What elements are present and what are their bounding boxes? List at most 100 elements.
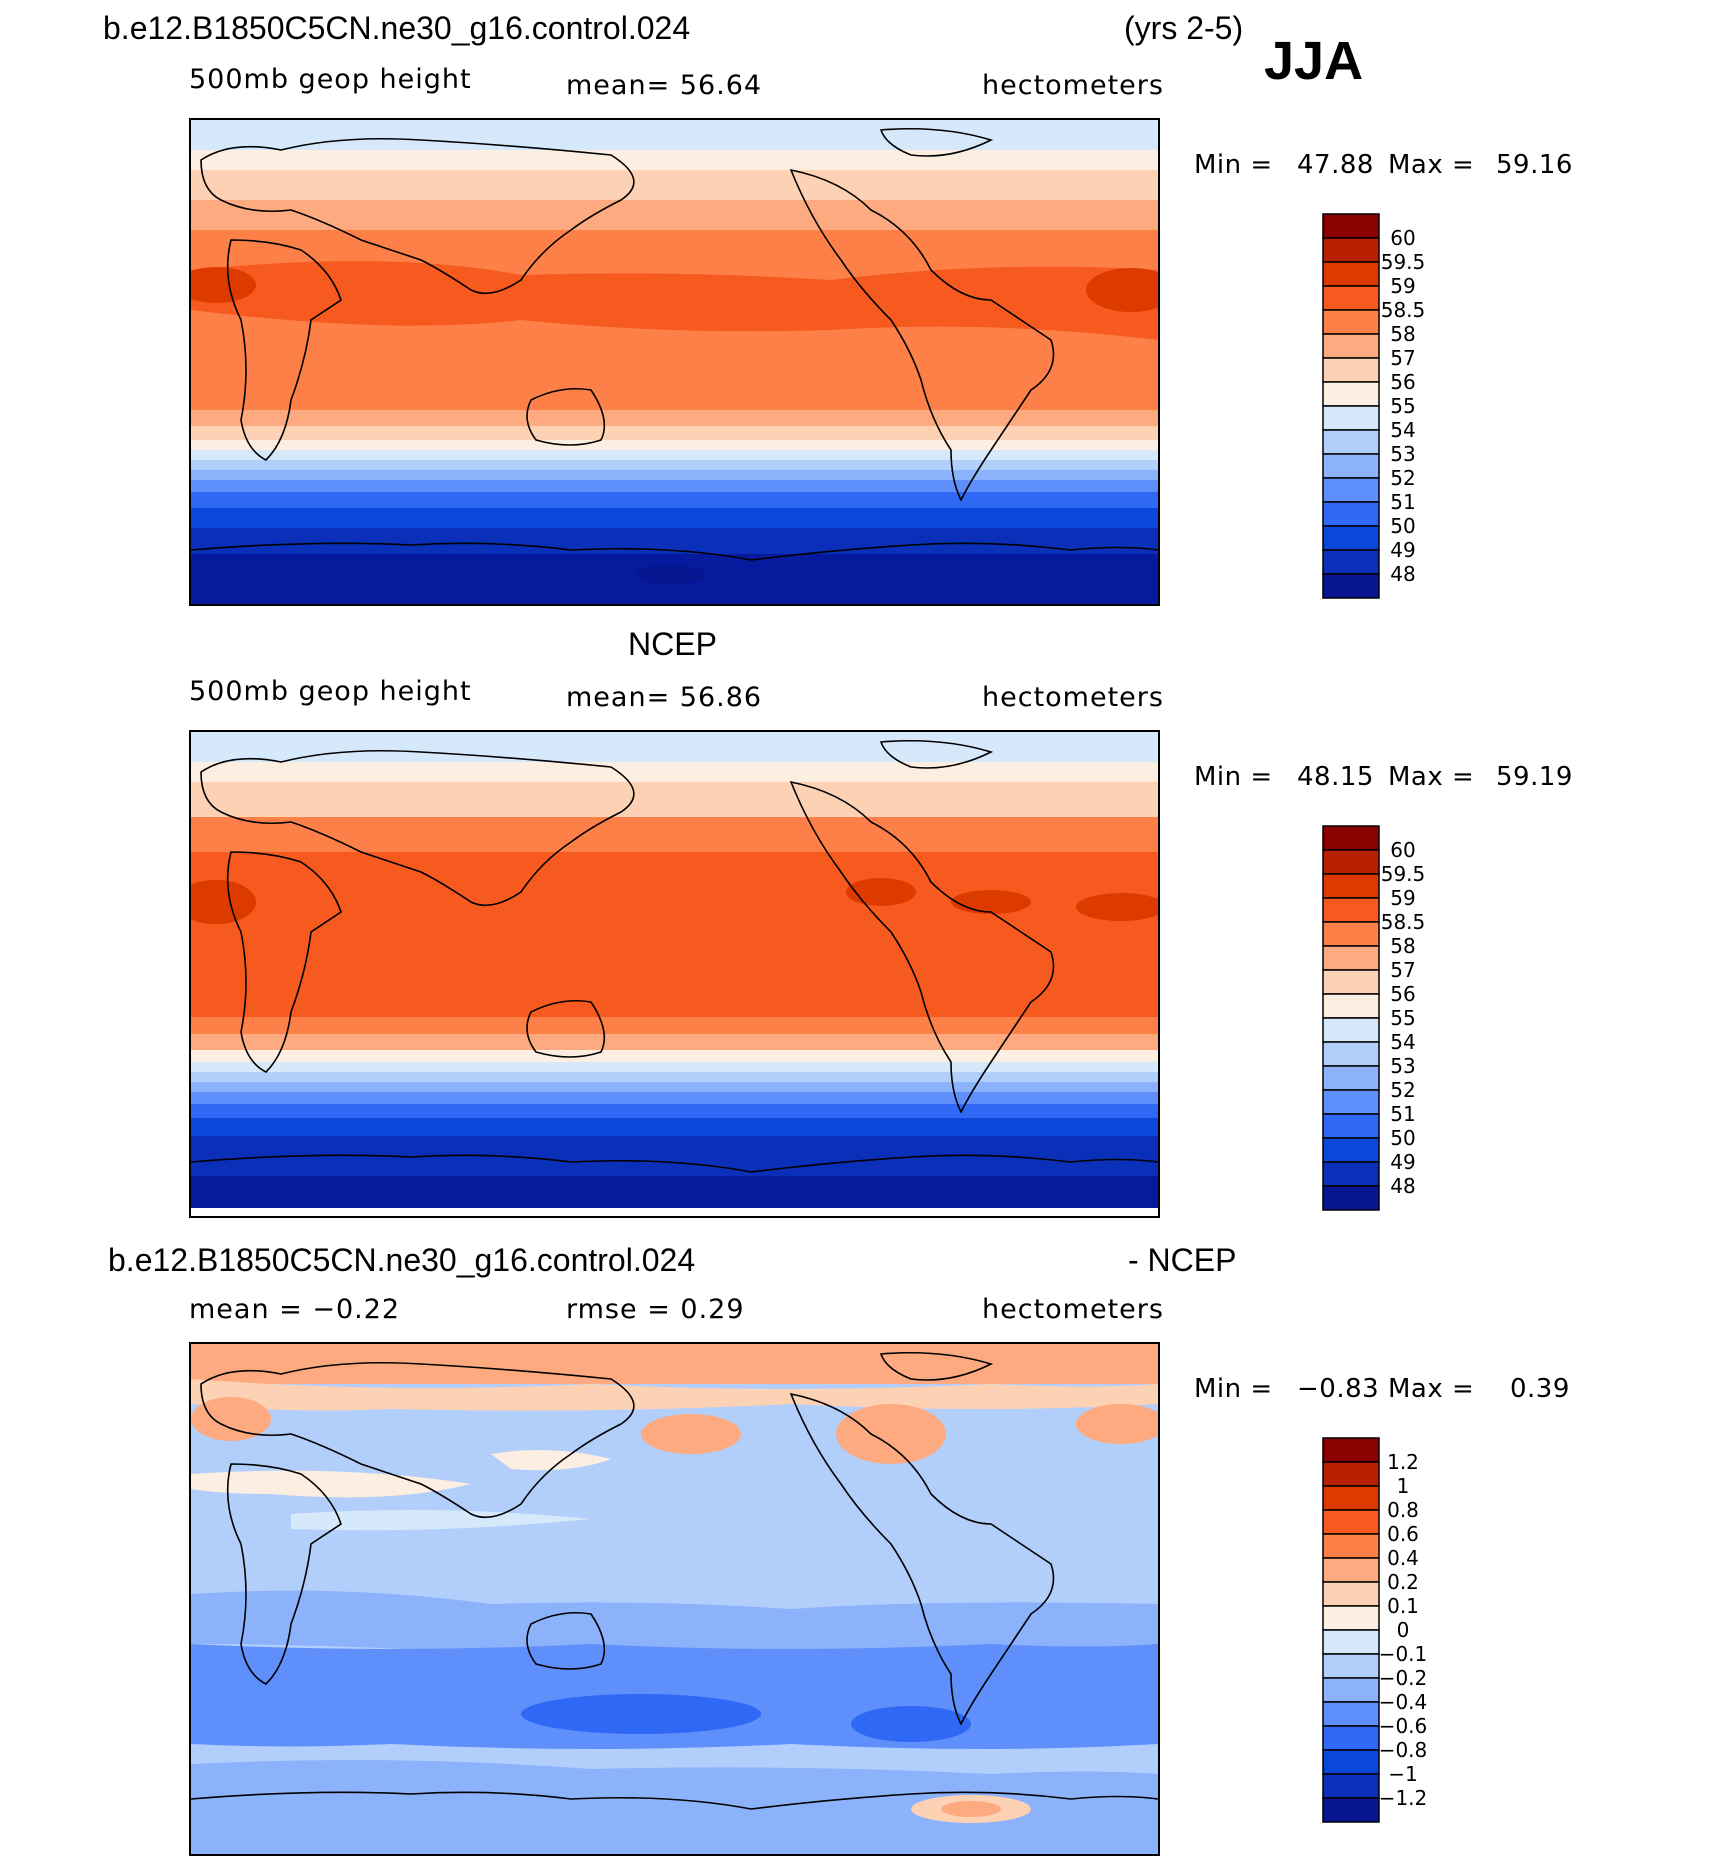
colorbar-swatch xyxy=(1322,1485,1380,1511)
colorbar-tick-label: 60 xyxy=(1390,226,1415,250)
panel-diff-title-left: b.e12.B1850C5CN.ne30_g16.control.024 xyxy=(108,1242,696,1278)
colorbar-swatch xyxy=(1322,501,1380,527)
colorbar-swatch xyxy=(1322,1605,1380,1631)
colorbar-tick-label: 59.5 xyxy=(1381,862,1426,886)
colorbar-tick-label: 58.5 xyxy=(1381,298,1426,322)
panel-model-max-label: Max = xyxy=(1388,150,1475,180)
colorbar-swatch xyxy=(1322,1725,1380,1751)
colorbar-tick-label: 56 xyxy=(1390,370,1415,394)
colorbar-tick-label: 54 xyxy=(1390,418,1415,442)
panel-obs-min-value: 48.15 xyxy=(1297,762,1374,792)
colorbar-tick-label: 50 xyxy=(1390,1126,1415,1150)
colorbar-tick-label: 0.4 xyxy=(1387,1546,1419,1570)
colorbar-swatch xyxy=(1322,405,1380,431)
panel-obs-max-label: Max = xyxy=(1388,762,1475,792)
case-title: b.e12.B1850C5CN.ne30_g16.control.024 xyxy=(103,10,691,46)
colorbar-tick-label: 0.6 xyxy=(1387,1522,1419,1546)
colorbar-swatch xyxy=(1322,381,1380,407)
panel-diff-max-label: Max = xyxy=(1388,1374,1475,1404)
colorbar-swatch xyxy=(1322,477,1380,503)
panel-model-min-value: 47.88 xyxy=(1297,150,1374,180)
colorbar-swatch xyxy=(1322,1185,1380,1211)
colorbar-swatch xyxy=(1322,849,1380,875)
colorbar-tick-label: 59 xyxy=(1390,274,1415,298)
panel-obs-colorbar: 60 59.5 59 58.5 58 57 56 55 54 53 52 51 50 49 48 xyxy=(1322,825,1472,1211)
season-label: JJA xyxy=(1264,31,1364,91)
colorbar-swatch xyxy=(1322,453,1380,479)
colorbar-tick-label: 53 xyxy=(1390,442,1415,466)
panel-diff-min-label: Min = xyxy=(1194,1374,1273,1404)
colorbar-tick-label: 60 xyxy=(1390,838,1415,862)
colorbar-tick-label: 49 xyxy=(1390,1150,1415,1174)
panel-obs-mean-label: mean= 56.86 xyxy=(566,682,763,713)
panel-model-colorbar: 60 59.5 59 58.5 58 57 56 55 54 53 52 51 50 49 48 xyxy=(1322,213,1472,599)
panel-model-variable-label: 500mb geop height xyxy=(189,64,472,95)
colorbar-tick-label: 0.8 xyxy=(1387,1498,1419,1522)
colorbar-tick-label: 52 xyxy=(1390,466,1415,490)
colorbar-tick-label: 0.2 xyxy=(1387,1570,1419,1594)
panel-diff-rmse-label: rmse = 0.29 xyxy=(566,1294,745,1325)
colorbar-tick-label: 1 xyxy=(1397,1474,1410,1498)
panel-diff-units-label: hectometers xyxy=(982,1294,1164,1325)
colorbar-swatch xyxy=(1322,969,1380,995)
colorbar-swatch xyxy=(1322,429,1380,455)
panel-diff-min-value: −0.83 xyxy=(1297,1374,1380,1404)
colorbar-tick-label: −1 xyxy=(1388,1762,1417,1786)
colorbar-swatch xyxy=(1322,945,1380,971)
colorbar-tick-label: 0.1 xyxy=(1387,1594,1419,1618)
colorbar-tick-label: 50 xyxy=(1390,514,1415,538)
colorbar-swatch xyxy=(1322,285,1380,311)
colorbar-swatch xyxy=(1322,309,1380,335)
colorbar-swatch xyxy=(1322,549,1380,575)
panel-model-map xyxy=(189,118,1160,606)
colorbar-tick-label: 58 xyxy=(1390,934,1415,958)
colorbar-swatch xyxy=(1322,1461,1380,1487)
panel-model-units-label: hectometers xyxy=(982,70,1164,101)
colorbar-swatch xyxy=(1322,573,1380,599)
panel-model-mean-label: mean= 56.64 xyxy=(566,70,763,101)
colorbar-swatch xyxy=(1322,1137,1380,1163)
colorbar-swatch xyxy=(1322,1161,1380,1187)
colorbar-swatch xyxy=(1322,333,1380,359)
colorbar-swatch xyxy=(1322,1701,1380,1727)
colorbar-tick-label: −0.2 xyxy=(1379,1666,1428,1690)
colorbar-swatch xyxy=(1322,1629,1380,1655)
panel-obs-map xyxy=(189,730,1160,1218)
colorbar-swatch xyxy=(1322,1065,1380,1091)
colorbar-tick-label: 55 xyxy=(1390,394,1415,418)
panel-diff-colorbar: 1.2 1 0.8 0.6 0.4 0.2 0.1 0 −0.1 −0.2 −0.4 −0.6 −0.8… xyxy=(1322,1437,1472,1823)
colorbar-tick-label: −0.1 xyxy=(1379,1642,1428,1666)
colorbar-tick-label: 49 xyxy=(1390,538,1415,562)
colorbar-tick-label: 58 xyxy=(1390,322,1415,346)
colorbar-swatch xyxy=(1322,1749,1380,1775)
colorbar-tick-label: 48 xyxy=(1390,1174,1415,1198)
colorbar-swatch xyxy=(1322,1581,1380,1607)
panel-model-min-label: Min = xyxy=(1194,150,1273,180)
years-label: (yrs 2-5) xyxy=(1124,10,1244,46)
colorbar-swatch xyxy=(1322,1017,1380,1043)
colorbar-swatch xyxy=(1322,873,1380,899)
colorbar-tick-label: 59.5 xyxy=(1381,250,1426,274)
colorbar-swatch xyxy=(1322,237,1380,263)
colorbar-tick-label: 59 xyxy=(1390,886,1415,910)
colorbar-tick-label: −0.4 xyxy=(1379,1690,1428,1714)
colorbar-swatch xyxy=(1322,1773,1380,1799)
colorbar-tick-label: 51 xyxy=(1390,1102,1415,1126)
colorbar-tick-label: −0.8 xyxy=(1379,1738,1428,1762)
colorbar-tick-label: 58.5 xyxy=(1381,910,1426,934)
panel-diff-max-value: 0.39 xyxy=(1510,1374,1570,1404)
panel-model-max-value: 59.16 xyxy=(1496,150,1573,180)
colorbar-swatch xyxy=(1322,993,1380,1019)
panel-diff-mean-label: mean = −0.22 xyxy=(189,1294,401,1325)
colorbar-tick-label: 1.2 xyxy=(1387,1450,1419,1474)
colorbar-swatch xyxy=(1322,921,1380,947)
panel-diff-title-right: - NCEP xyxy=(1128,1242,1237,1278)
panel-obs-min-label: Min = xyxy=(1194,762,1273,792)
colorbar-swatch xyxy=(1322,1041,1380,1067)
colorbar-swatch xyxy=(1322,525,1380,551)
panel-obs-max-value: 59.19 xyxy=(1496,762,1573,792)
colorbar-tick-label: 53 xyxy=(1390,1054,1415,1078)
colorbar-tick-label: 48 xyxy=(1390,562,1415,586)
colorbar-tick-label: 52 xyxy=(1390,1078,1415,1102)
colorbar-swatch xyxy=(1322,1797,1380,1823)
